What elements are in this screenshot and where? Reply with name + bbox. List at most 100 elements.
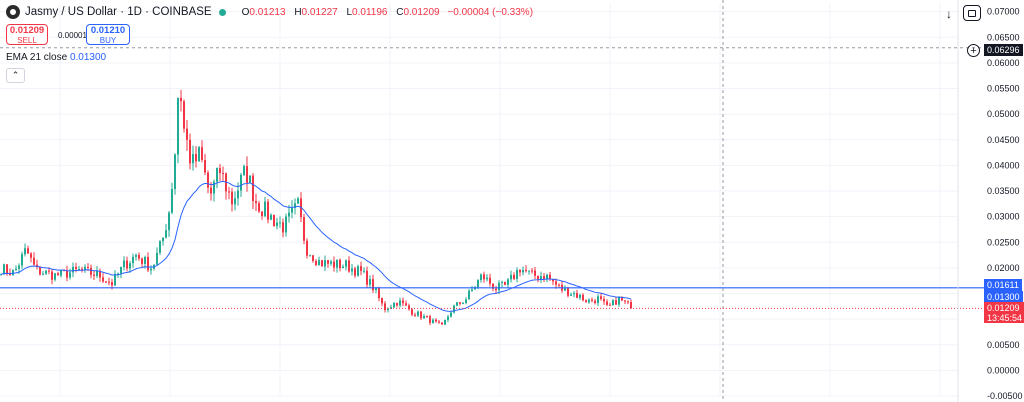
candle-body — [249, 175, 251, 183]
candle-body — [174, 154, 176, 190]
candle-body — [42, 273, 44, 275]
candle-body — [282, 222, 284, 233]
ema-line — [0, 180, 632, 312]
candle-body — [495, 288, 497, 291]
candle-body — [624, 300, 626, 302]
candle-body — [144, 256, 146, 264]
candle-body — [18, 265, 20, 269]
buy-button[interactable]: 0.01210 BUY — [86, 24, 130, 45]
y-tick-label: 0.04000 — [987, 160, 1020, 170]
candle-body — [504, 281, 506, 285]
candle-body — [543, 276, 545, 280]
candle-body — [57, 273, 59, 276]
candle-body — [498, 282, 500, 291]
candle-body — [618, 297, 620, 305]
candle-body — [183, 101, 185, 129]
candle-body — [15, 268, 17, 270]
chevron-up-icon[interactable]: ⌃ — [6, 68, 25, 83]
candle-body — [600, 296, 602, 300]
candle-body — [597, 296, 599, 304]
candle-body — [297, 198, 299, 204]
candle-body — [126, 260, 128, 269]
candle-body — [192, 154, 194, 164]
candle-body — [540, 276, 542, 280]
y-tick-label: -0.00500 — [987, 391, 1023, 401]
candle-body — [333, 261, 335, 268]
candle-body — [60, 269, 62, 276]
download-arrow-icon[interactable]: ↓ — [946, 7, 952, 21]
candle-body — [411, 309, 413, 315]
candle-body — [237, 190, 239, 199]
bar-countdown: 13:45:54 — [987, 313, 1023, 323]
candle-body — [222, 173, 224, 175]
candle-body — [6, 264, 8, 273]
candle-body — [522, 269, 524, 273]
candle-body — [240, 174, 242, 191]
sell-label: SELL — [17, 36, 37, 45]
candle-body — [255, 201, 257, 204]
candle-body — [360, 266, 362, 271]
candle-body — [207, 172, 209, 188]
ema-indicator-name: EMA 21 close — [6, 52, 68, 63]
candle-body — [69, 272, 71, 278]
candle-body — [129, 263, 131, 269]
ema-price-label: 0.01300 — [984, 291, 1023, 303]
candle-body — [279, 222, 281, 224]
candle-body — [432, 319, 434, 324]
price-axis[interactable]: -0.005000.000000.005000.010000.015000.02… — [957, 0, 1023, 402]
y-tick-label: 0.00000 — [987, 365, 1020, 375]
screenshot-icon[interactable] — [963, 5, 981, 21]
candle-body — [90, 267, 92, 275]
candle-body — [198, 147, 200, 162]
candle-body — [189, 139, 191, 164]
candle-body — [603, 299, 605, 302]
candle-body — [501, 281, 503, 283]
candle-body — [408, 305, 410, 310]
candle-body — [612, 300, 614, 306]
horizontal-line-price-label[interactable]: 0.01611 — [984, 279, 1022, 291]
candle-body — [204, 160, 206, 173]
candle-body — [354, 268, 356, 276]
market-status-dot — [218, 8, 226, 16]
candle-body — [420, 311, 422, 319]
candle-body — [402, 300, 404, 304]
candle-body — [120, 267, 122, 274]
y-tick-label: 0.05500 — [987, 84, 1020, 94]
candle-body — [483, 274, 485, 280]
candle-body — [285, 216, 287, 233]
candle-body — [405, 303, 407, 306]
last-price-label: 0.01209 13:45:54 — [984, 302, 1024, 323]
candle-body — [615, 300, 617, 305]
candle-body — [24, 248, 26, 255]
ema-indicator-legend[interactable]: EMA 21 close 0.01300 — [6, 52, 106, 63]
chart-grid — [0, 4, 958, 397]
candle-body — [45, 270, 47, 274]
candle-body — [234, 198, 236, 205]
plus-circle-icon[interactable]: + — [967, 44, 980, 57]
candle-body — [105, 281, 107, 283]
candle-body — [507, 279, 509, 285]
candle-body — [468, 290, 470, 300]
price-change: −0.00004 (−0.33%) — [447, 6, 534, 18]
candle-body — [555, 281, 557, 285]
crosshair-price-label: 0.06296 — [984, 44, 1023, 56]
y-tick-label: 0.05000 — [987, 109, 1020, 119]
candle-body — [387, 308, 389, 311]
candle-body — [423, 316, 425, 319]
candle-body — [117, 273, 119, 275]
candle-body — [135, 254, 137, 257]
candle-body — [177, 97, 179, 155]
candle-body — [72, 266, 74, 273]
chart-legend: Jasmy / US Dollar · 1D · COINBASE O0.012… — [6, 5, 533, 19]
candle-body — [141, 258, 143, 264]
last-price-value: 0.01209 — [987, 303, 1020, 313]
candle-body — [531, 270, 533, 272]
candle-body — [363, 270, 365, 272]
candle-body — [573, 293, 575, 295]
candle-body — [243, 166, 245, 175]
candle-body — [219, 168, 221, 174]
symbol-title[interactable]: Jasmy / US Dollar · 1D · COINBASE — [25, 6, 212, 18]
candle-body — [330, 261, 332, 264]
sell-button[interactable]: 0.01209 SELL — [6, 24, 48, 45]
